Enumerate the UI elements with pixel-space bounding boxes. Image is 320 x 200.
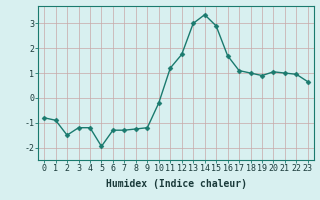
X-axis label: Humidex (Indice chaleur): Humidex (Indice chaleur)	[106, 179, 246, 189]
